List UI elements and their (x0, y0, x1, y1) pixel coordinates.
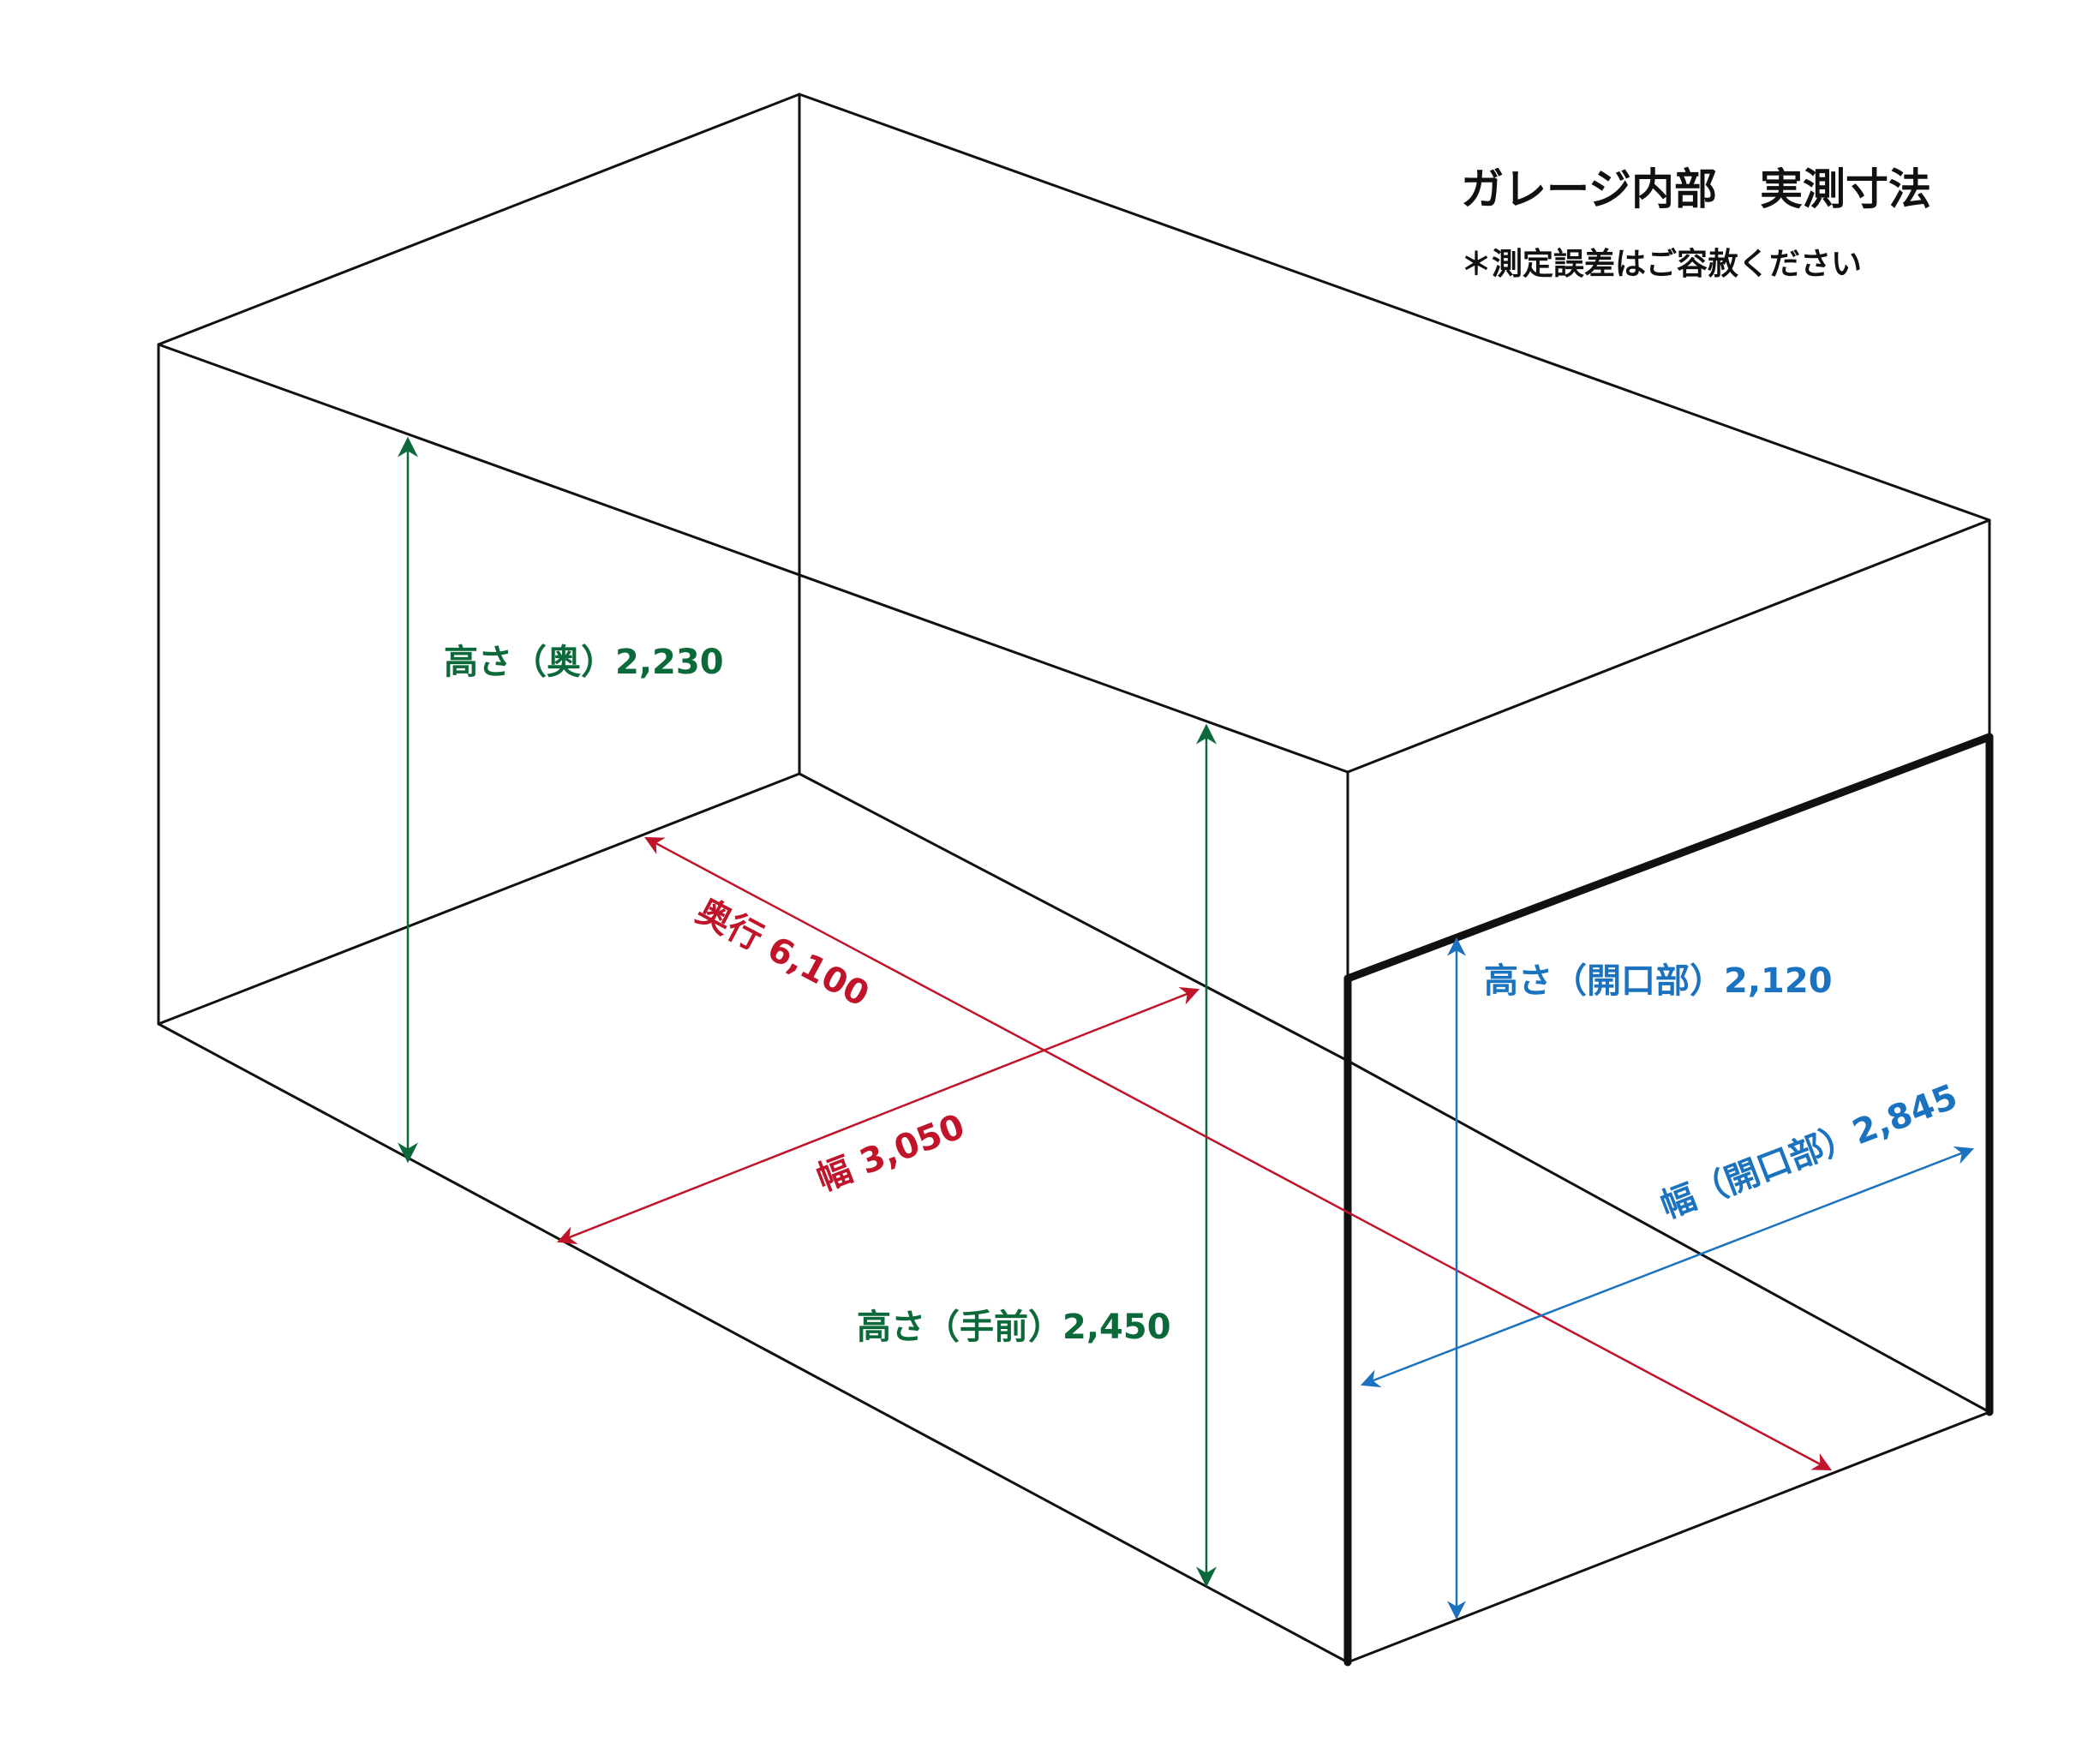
garage-outline (157, 93, 1991, 1664)
edge-floor-front (1346, 1410, 1991, 1664)
edge-roof-front (1346, 518, 1991, 774)
edge-floor-far-side (798, 772, 1349, 1063)
label-opening-height: 高さ（開口部）2,120 (1484, 961, 1833, 1001)
diagram-title: ガレージ内部 実測寸法 (1461, 165, 1931, 214)
label-height-back: 高さ（奥）2,230 (444, 643, 724, 682)
edge-roof-right (798, 93, 1991, 522)
opening-width-arrow (1360, 1146, 1975, 1388)
measurement-note: ＊測定誤差はご容赦ください (1461, 247, 1862, 282)
opening-top-edge (1343, 733, 1994, 983)
label-opening-width: 幅（開口部）2,845 (1655, 1077, 1963, 1226)
label-width: 幅 3,050 (811, 1107, 970, 1200)
label-height-front: 高さ（手前）2,450 (857, 1308, 1171, 1347)
edge-roof-left (157, 343, 1349, 774)
edge-floor-back (157, 772, 801, 1026)
depth-arrow (644, 836, 1832, 1471)
width-arrow (556, 987, 1200, 1244)
edge-roof-back (157, 93, 801, 346)
